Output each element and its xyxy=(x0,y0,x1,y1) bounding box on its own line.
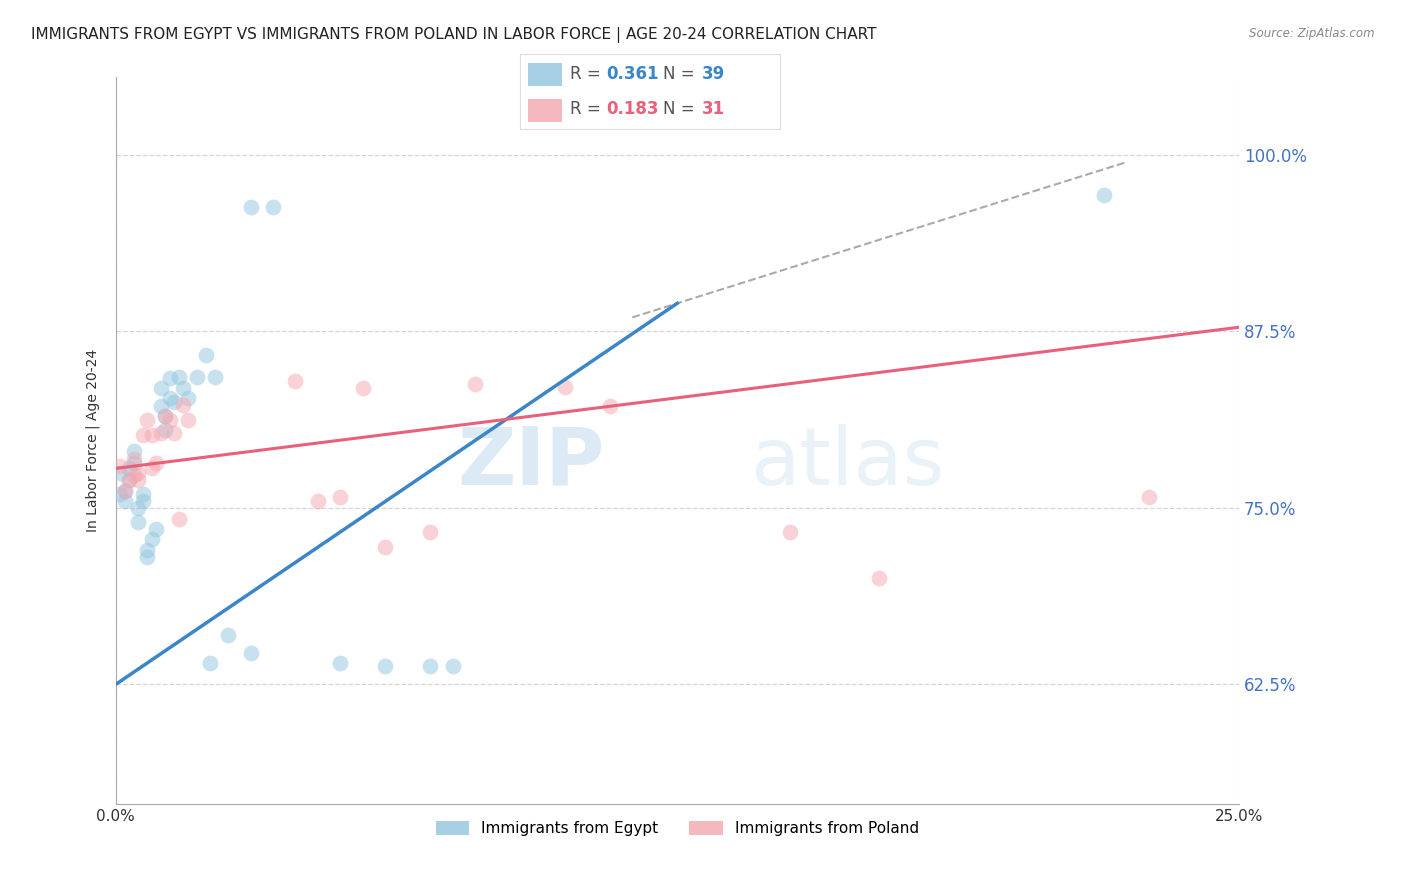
Point xyxy=(441,659,464,673)
Legend: Immigrants from Egypt, Immigrants from Poland: Immigrants from Egypt, Immigrants from P… xyxy=(427,814,927,844)
Text: R =: R = xyxy=(569,100,600,118)
Point xyxy=(141,461,163,475)
Point xyxy=(132,487,155,501)
Point xyxy=(127,500,149,515)
Point xyxy=(239,200,262,214)
Point xyxy=(868,572,890,586)
Text: R =: R = xyxy=(569,65,600,83)
Point xyxy=(149,381,172,395)
Point xyxy=(198,656,221,670)
Point xyxy=(172,398,194,412)
Point xyxy=(110,487,132,501)
Point xyxy=(464,376,486,391)
Text: 31: 31 xyxy=(702,100,725,118)
Point xyxy=(329,490,352,504)
Point xyxy=(136,413,159,427)
Point xyxy=(779,524,801,539)
Y-axis label: In Labor Force | Age 20-24: In Labor Force | Age 20-24 xyxy=(86,350,100,533)
Point xyxy=(204,369,226,384)
Point xyxy=(163,395,186,409)
Point xyxy=(127,466,149,480)
Point xyxy=(127,515,149,529)
Point xyxy=(149,399,172,413)
Point xyxy=(167,369,190,384)
Point xyxy=(114,483,136,498)
Point xyxy=(118,461,141,475)
Point xyxy=(153,409,176,424)
Point xyxy=(374,659,396,673)
Point xyxy=(127,473,149,487)
Point xyxy=(114,483,136,498)
Text: N =: N = xyxy=(664,100,695,118)
Point xyxy=(132,427,155,442)
Point xyxy=(419,659,441,673)
Point xyxy=(329,656,352,670)
Point xyxy=(554,379,576,393)
Point xyxy=(136,550,159,565)
Point xyxy=(122,468,145,483)
Point xyxy=(145,522,167,536)
Bar xyxy=(529,99,562,122)
Point xyxy=(114,494,136,508)
Text: ZIP: ZIP xyxy=(457,424,605,501)
Text: N =: N = xyxy=(664,65,695,83)
Point xyxy=(110,466,132,480)
Point xyxy=(141,532,163,546)
Point xyxy=(1137,490,1160,504)
Point xyxy=(159,391,181,405)
Text: 39: 39 xyxy=(702,65,725,83)
Point xyxy=(149,426,172,441)
Point xyxy=(122,444,145,458)
Point xyxy=(153,409,176,424)
Point xyxy=(239,646,262,660)
Point xyxy=(145,456,167,470)
Point xyxy=(307,494,329,508)
Point xyxy=(172,381,194,395)
Point xyxy=(153,423,176,437)
Point xyxy=(1092,187,1115,202)
Point xyxy=(118,473,141,487)
Text: 0.361: 0.361 xyxy=(606,65,658,83)
Point xyxy=(374,541,396,555)
Point xyxy=(141,427,163,442)
Point xyxy=(352,381,374,395)
Point xyxy=(110,458,132,473)
Point xyxy=(176,391,198,405)
Point xyxy=(217,628,239,642)
Point xyxy=(159,371,181,385)
Text: atlas: atlas xyxy=(751,424,945,501)
Point xyxy=(599,399,621,413)
Point xyxy=(176,413,198,427)
Point xyxy=(262,200,284,214)
Point xyxy=(132,494,155,508)
Point xyxy=(122,451,145,466)
Text: Source: ZipAtlas.com: Source: ZipAtlas.com xyxy=(1250,27,1375,40)
Point xyxy=(284,374,307,388)
Point xyxy=(194,349,217,363)
Point xyxy=(186,369,208,384)
Point xyxy=(136,543,159,558)
Point xyxy=(167,512,190,526)
Point xyxy=(118,473,141,487)
Point xyxy=(419,524,441,539)
Point xyxy=(159,413,181,427)
Point xyxy=(163,426,186,441)
Point xyxy=(122,456,145,470)
Bar xyxy=(529,63,562,87)
Text: IMMIGRANTS FROM EGYPT VS IMMIGRANTS FROM POLAND IN LABOR FORCE | AGE 20-24 CORRE: IMMIGRANTS FROM EGYPT VS IMMIGRANTS FROM… xyxy=(31,27,876,43)
Text: 0.183: 0.183 xyxy=(606,100,658,118)
